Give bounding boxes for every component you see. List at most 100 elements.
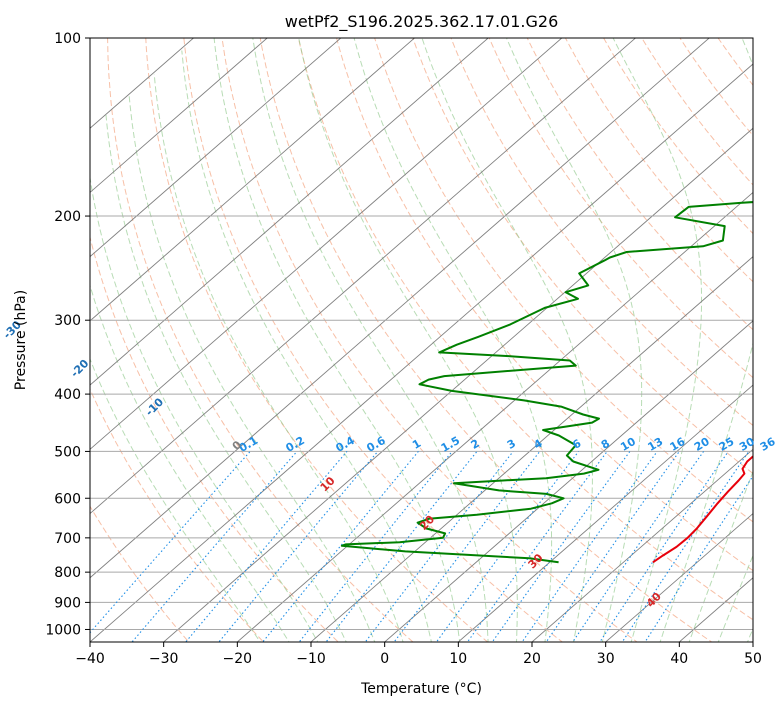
x-tick-label: 50 [744,651,762,667]
mixing-ratio-line [572,451,705,642]
mixing-ratio-line [298,451,453,642]
moist-adiabat [90,283,290,642]
dry-adiabat [679,38,753,137]
dry-adiabat [107,38,414,642]
mixing-ratio-label: 3 [505,437,518,452]
mixing-ratio-label: 8 [599,437,612,452]
moist-adiabat [90,174,319,642]
mixing-ratio-line [545,451,680,642]
isotherm [457,384,753,642]
x-tick-label: 40 [670,651,688,667]
x-axis-label: Temperature (°C) [360,681,482,697]
x-tick-label: 10 [449,651,467,667]
mixing-ratio-line [644,475,753,642]
isotherm [90,38,710,579]
mixing-ratio-line [325,451,478,642]
mixing-ratio-line [364,451,514,642]
isotherm [90,38,195,129]
x-tick-label: −30 [149,651,179,667]
mixing-ratio-line [218,451,379,642]
moist-adiabat [128,95,376,642]
y-tick-label: 400 [54,387,81,403]
x-tick-label: 0 [380,651,389,667]
dry-adiabat-label: -20 [68,357,91,380]
dry-adiabat-label: 10 [318,474,338,494]
y-tick-label: 200 [54,209,81,225]
moist-adiabat [181,50,432,642]
plot-frame [89,37,754,643]
mixing-ratio-line [90,451,251,634]
y-tick-label: 500 [54,444,81,460]
isotherm [90,38,563,450]
axis-ticks: 0.10.20.40.611.52346810131620253036-100-… [1,31,775,667]
mixing-ratio-line [185,451,348,642]
dry-adiabat [259,38,713,642]
y-tick-label: 300 [54,313,81,329]
dry-adiabat [603,38,753,235]
moist-adiabat [612,38,702,642]
y-tick-label: 100 [54,31,81,47]
dry-adiabat [221,38,638,642]
temperature-line [652,455,753,564]
dry-adiabat [183,38,564,642]
dry-adiabat [90,387,265,642]
dry-adiabat [641,38,753,186]
moist-adiabat [688,470,753,642]
dewpoint-line [340,201,753,564]
moist-adiabat [298,38,518,642]
moist-adiabat [746,627,753,642]
dry-adiabat [90,235,339,642]
isotherm [90,38,342,258]
mixing-ratio-line [621,451,750,642]
isotherm [310,256,753,642]
y-axis-label: Pressure (hPa) [13,290,29,390]
moist-adiabat [252,38,489,642]
dry-adiabat [145,38,489,642]
mixing-ratio-line [131,451,298,642]
dry-adiabat [336,38,753,572]
moist-adiabat [659,38,753,642]
y-tick-label: 900 [54,595,81,611]
isotherm [162,127,753,642]
dry-adiabat [297,38,753,621]
x-tick-label: −10 [296,651,326,667]
dry-adiabat-label: -10 [143,395,166,418]
isotherm [90,38,416,322]
isotherm [90,38,637,515]
x-tick-label: 30 [597,651,615,667]
dry-adiabat-label: 40 [644,590,664,610]
mixing-ratio-label: 36 [758,435,775,454]
moist-adiabat [105,115,347,642]
mixing-ratio-line [466,451,608,642]
dry-adiabat [90,505,190,642]
moist-adiabat [90,357,261,642]
mixing-ratio-line [491,451,631,642]
dry-adiabat [488,38,753,379]
y-tick-label: 800 [54,565,81,581]
moist-adiabat [353,38,553,642]
dry-adiabat [737,11,775,654]
dry-adiabat [526,38,753,331]
y-tick-label: 700 [54,531,81,547]
mixing-ratio-label: 2 [469,437,482,452]
moist-adiabat [717,554,753,642]
isotherm [90,38,489,386]
x-tick-label: −20 [223,651,253,667]
isotherm [604,512,753,642]
x-tick-label: 20 [523,651,541,667]
isotherm [752,641,753,642]
profile-series [340,201,753,564]
chart-title: wetPf2_S196.2025.362.17.01.G26 [285,12,559,32]
isotherm [90,63,753,642]
dry-adiabat [450,38,753,427]
mixing-ratio-line [599,451,729,642]
mixing-ratio-line [521,451,658,642]
y-tick-label: 600 [54,491,81,507]
dry-adiabat [412,38,753,475]
mixing-ratio-label: 4 [531,437,544,452]
isotherm [531,448,753,642]
x-tick-label: −40 [75,651,105,667]
dry-adiabat [374,38,753,523]
moist-adiabat [421,38,593,642]
